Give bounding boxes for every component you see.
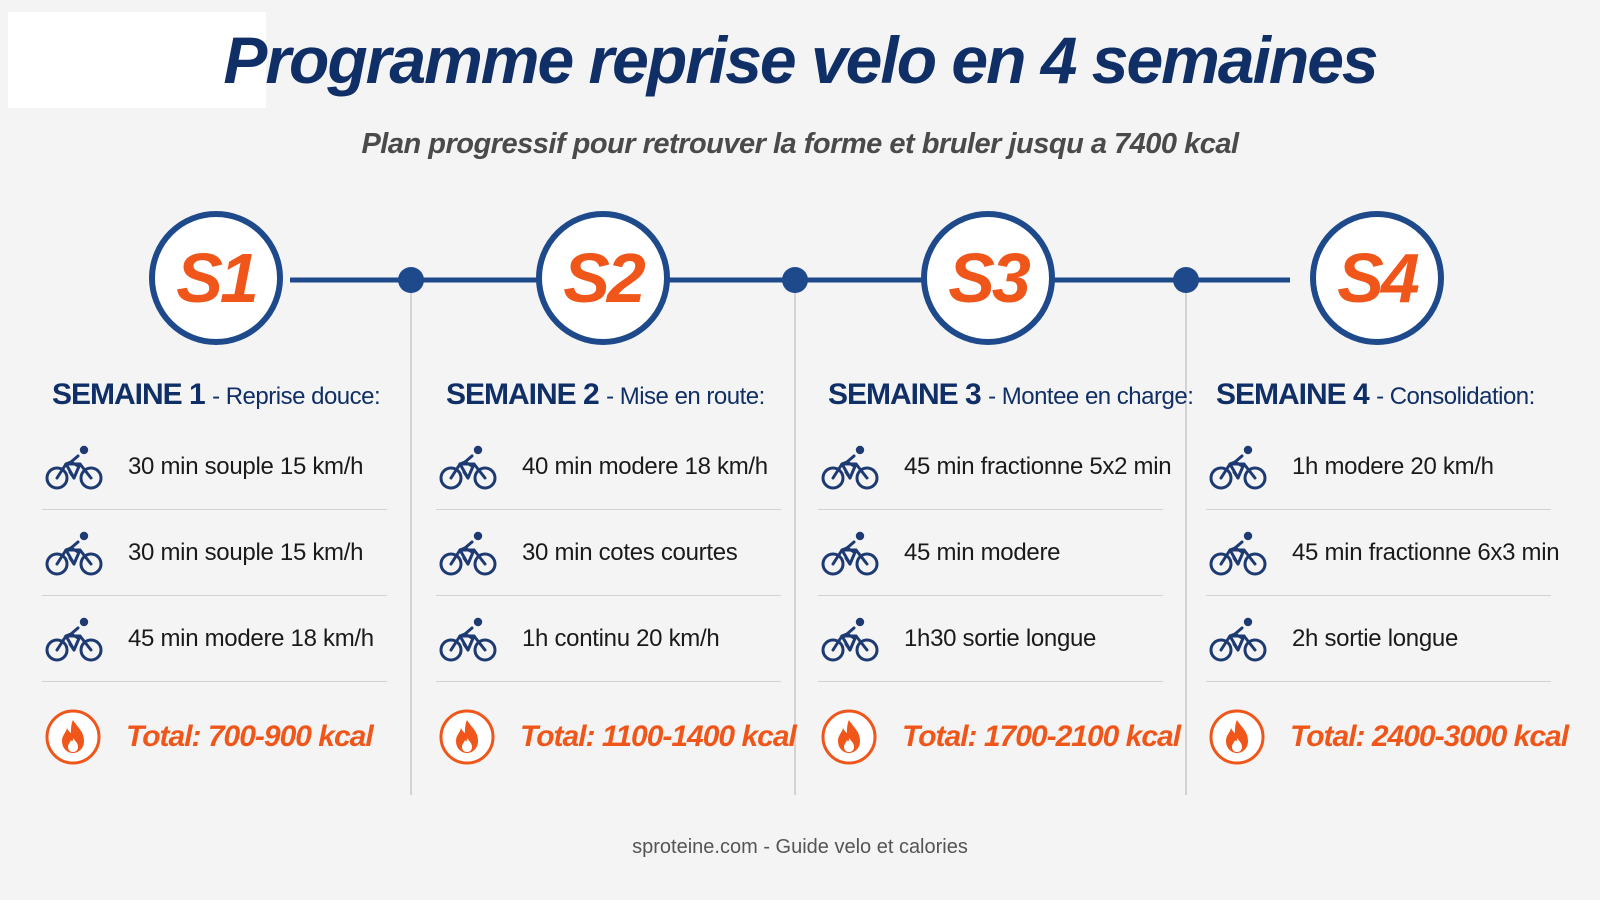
week-3-column: SEMAINE 3 - Montee en charge: 45 min fra… [818,378,1194,792]
week-1-badge: S1 [176,239,259,317]
session-text: 1h modere 20 km/h [1292,452,1494,480]
session-row: 40 min modere 18 km/h [436,424,781,510]
bicycle-icon [438,528,498,578]
session-row: 2h sortie longue [1206,596,1551,682]
session-row: 30 min cotes courtes [436,510,781,596]
session-text: 40 min modere 18 km/h [522,452,768,480]
bicycle-icon [820,528,880,578]
week-2-circle: S2 [536,211,670,345]
bicycle-icon [438,614,498,664]
session-row: 45 min modere 18 km/h [42,596,387,682]
session-text: 30 min souple 15 km/h [128,452,364,480]
session-text: 30 min cotes courtes [522,538,738,566]
week-3-heading: SEMAINE 3 - Montee en charge: [818,378,1194,424]
week-4-subtitle: - Consolidation: [1376,383,1535,410]
session-row: 1h continu 20 km/h [436,596,781,682]
week-3-total: Total: 1700-2100 kcal [902,720,1181,753]
bicycle-icon [44,528,104,578]
session-row: 45 min fractionne 6x3 min [1206,510,1560,596]
total-row: Total: 1100-1400 kcal [436,682,797,792]
session-text: 45 min fractionne 5x2 min [904,452,1172,480]
week-4-total: Total: 2400-3000 kcal [1290,720,1569,753]
week-1-heading: SEMAINE 1 - Reprise douce: [42,378,387,424]
total-row: Total: 1700-2100 kcal [818,682,1181,792]
session-text: 1h30 sortie longue [904,624,1097,652]
session-text: 45 min fractionne 6x3 min [1292,538,1560,566]
session-row: 1h30 sortie longue [818,596,1163,682]
week-4-circle: S4 [1310,211,1444,345]
session-text: 45 min modere [904,538,1061,566]
bicycle-icon [820,442,880,492]
bicycle-icon [44,442,104,492]
week-4-badge: S4 [1337,239,1420,317]
flame-icon [44,708,102,766]
week-2-total: Total: 1100-1400 kcal [520,720,797,753]
week-4-label: SEMAINE 4 [1216,378,1370,411]
session-row: 45 min fractionne 5x2 min [818,424,1172,510]
bicycle-icon [1208,442,1268,492]
page-title: Programme reprise velo en 4 semaines [223,23,1378,97]
flame-icon [438,708,496,766]
session-row: 30 min souple 15 km/h [42,510,387,596]
timeline-dot [1173,267,1199,293]
bicycle-icon [1208,528,1268,578]
week-3-subtitle: - Montee en charge: [988,383,1194,410]
week-2-heading: SEMAINE 2 - Mise en route: [436,378,781,424]
week-1-column: SEMAINE 1 - Reprise douce: 30 min souple… [42,378,387,792]
bicycle-icon [820,614,880,664]
page-subtitle: Plan progressif pour retrouver la forme … [361,128,1239,160]
week-3-circle: S3 [921,211,1055,345]
footer-credit: sproteine.com - Guide velo et calories [632,836,968,858]
week-1-label: SEMAINE 1 [52,378,206,411]
session-text: 30 min souple 15 km/h [128,538,364,566]
timeline-dot [782,267,808,293]
flame-icon [820,708,878,766]
total-row: Total: 2400-3000 kcal [1206,682,1569,792]
blank-corner-panel [8,12,266,108]
session-row: 1h modere 20 km/h [1206,424,1551,510]
bicycle-icon [1208,614,1268,664]
timeline-dot [398,267,424,293]
week-2-subtitle: - Mise en route: [606,383,765,410]
session-row: 30 min souple 15 km/h [42,424,387,510]
total-row: Total: 700-900 kcal [42,682,387,792]
week-4-column: SEMAINE 4 - Consolidation: 1h modere 20 … [1206,378,1569,792]
week-1-total: Total: 700-900 kcal [126,720,374,753]
bicycle-icon [44,614,104,664]
bicycle-icon [438,442,498,492]
session-text: 1h continu 20 km/h [522,624,720,652]
week-2-label: SEMAINE 2 [446,378,600,411]
week-2-column: SEMAINE 2 - Mise en route: 40 min modere… [436,378,797,792]
week-1-circle: S1 [149,211,283,345]
session-row: 45 min modere [818,510,1163,596]
week-2-badge: S2 [563,239,646,317]
session-text: 45 min modere 18 km/h [128,624,374,652]
week-3-badge: S3 [948,239,1031,317]
week-4-heading: SEMAINE 4 - Consolidation: [1206,378,1551,424]
flame-icon [1208,708,1266,766]
session-text: 2h sortie longue [1292,624,1458,652]
week-1-subtitle: - Reprise douce: [212,383,381,410]
week-3-label: SEMAINE 3 [828,378,982,411]
